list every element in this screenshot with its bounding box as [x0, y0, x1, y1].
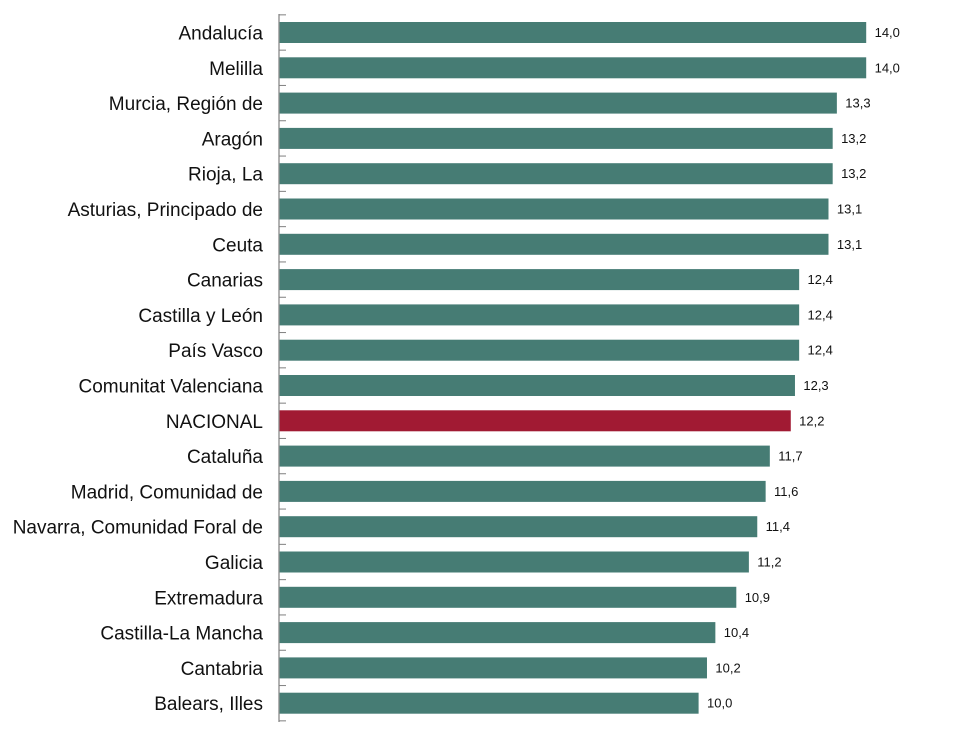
bar	[279, 127, 833, 149]
bar	[279, 339, 800, 361]
category-label: Rioja, La	[188, 165, 263, 186]
category-label: Castilla y León	[138, 306, 263, 327]
bar	[279, 657, 707, 679]
category-label: Canarias	[187, 271, 263, 292]
bar	[279, 233, 829, 255]
value-label: 11,7	[778, 449, 802, 464]
value-label: 13,2	[841, 131, 866, 146]
y-axis	[278, 14, 286, 722]
value-label: 11,4	[766, 519, 790, 534]
category-label: Andalucía	[178, 24, 263, 45]
bar	[279, 551, 749, 573]
bar	[279, 198, 829, 220]
category-label: Cantabria	[181, 659, 264, 680]
bar	[279, 622, 716, 644]
category-label: Balears, Illes	[154, 694, 263, 715]
category-label: Murcia, Región de	[109, 94, 263, 115]
bar	[279, 163, 833, 185]
value-label: 12,4	[808, 272, 833, 287]
category-label: Ceuta	[212, 235, 263, 256]
category-label: País Vasco	[168, 341, 263, 362]
value-label: 13,2	[841, 166, 866, 181]
category-labels: Andalucía Melilla Murcia, Región de Aragón R…	[13, 24, 264, 716]
bar	[279, 586, 737, 608]
bar	[279, 480, 766, 502]
category-label: Navarra, Comunidad Foral de	[13, 518, 263, 539]
category-label: Asturias, Principado de	[68, 200, 263, 221]
category-label: Aragón	[202, 129, 263, 150]
bars	[279, 22, 867, 714]
value-label: 14,0	[875, 60, 900, 75]
bar	[279, 445, 770, 467]
category-label: Extremadura	[154, 588, 263, 609]
category-label: Comunitat Valenciana	[79, 377, 264, 398]
value-label: 12,2	[799, 413, 824, 428]
value-label: 13,1	[837, 202, 862, 217]
value-label: 12,3	[803, 378, 828, 393]
category-label: Galicia	[205, 553, 264, 574]
bar	[279, 516, 758, 538]
bar	[279, 375, 795, 396]
bar	[279, 304, 800, 326]
bar	[279, 692, 699, 714]
value-labels: 14,0 14,0 13,3 13,2 13,2 13,1 13,1 12,4 12,4 12,4…	[707, 25, 900, 711]
category-label: Castilla-La Mancha	[100, 624, 263, 645]
value-label: 13,1	[837, 237, 862, 252]
bar	[279, 92, 837, 114]
value-label: 12,4	[808, 307, 833, 322]
bar	[279, 269, 800, 291]
value-label: 12,4	[808, 343, 833, 358]
category-label: NACIONAL	[166, 412, 263, 433]
value-label: 10,9	[745, 590, 770, 605]
bar-highlight	[279, 410, 791, 432]
category-label: Madrid, Comunidad de	[71, 482, 263, 503]
bar	[279, 57, 867, 79]
value-label: 10,2	[715, 660, 740, 675]
value-label: 13,3	[845, 96, 870, 111]
value-label: 11,2	[757, 555, 781, 570]
bar	[279, 22, 867, 43]
category-label: Cataluña	[187, 447, 263, 468]
value-label: 10,4	[724, 625, 749, 640]
value-label: 14,0	[875, 25, 900, 40]
value-label: 11,6	[774, 484, 798, 499]
value-label: 10,0	[707, 696, 732, 711]
category-label: Melilla	[209, 59, 263, 80]
